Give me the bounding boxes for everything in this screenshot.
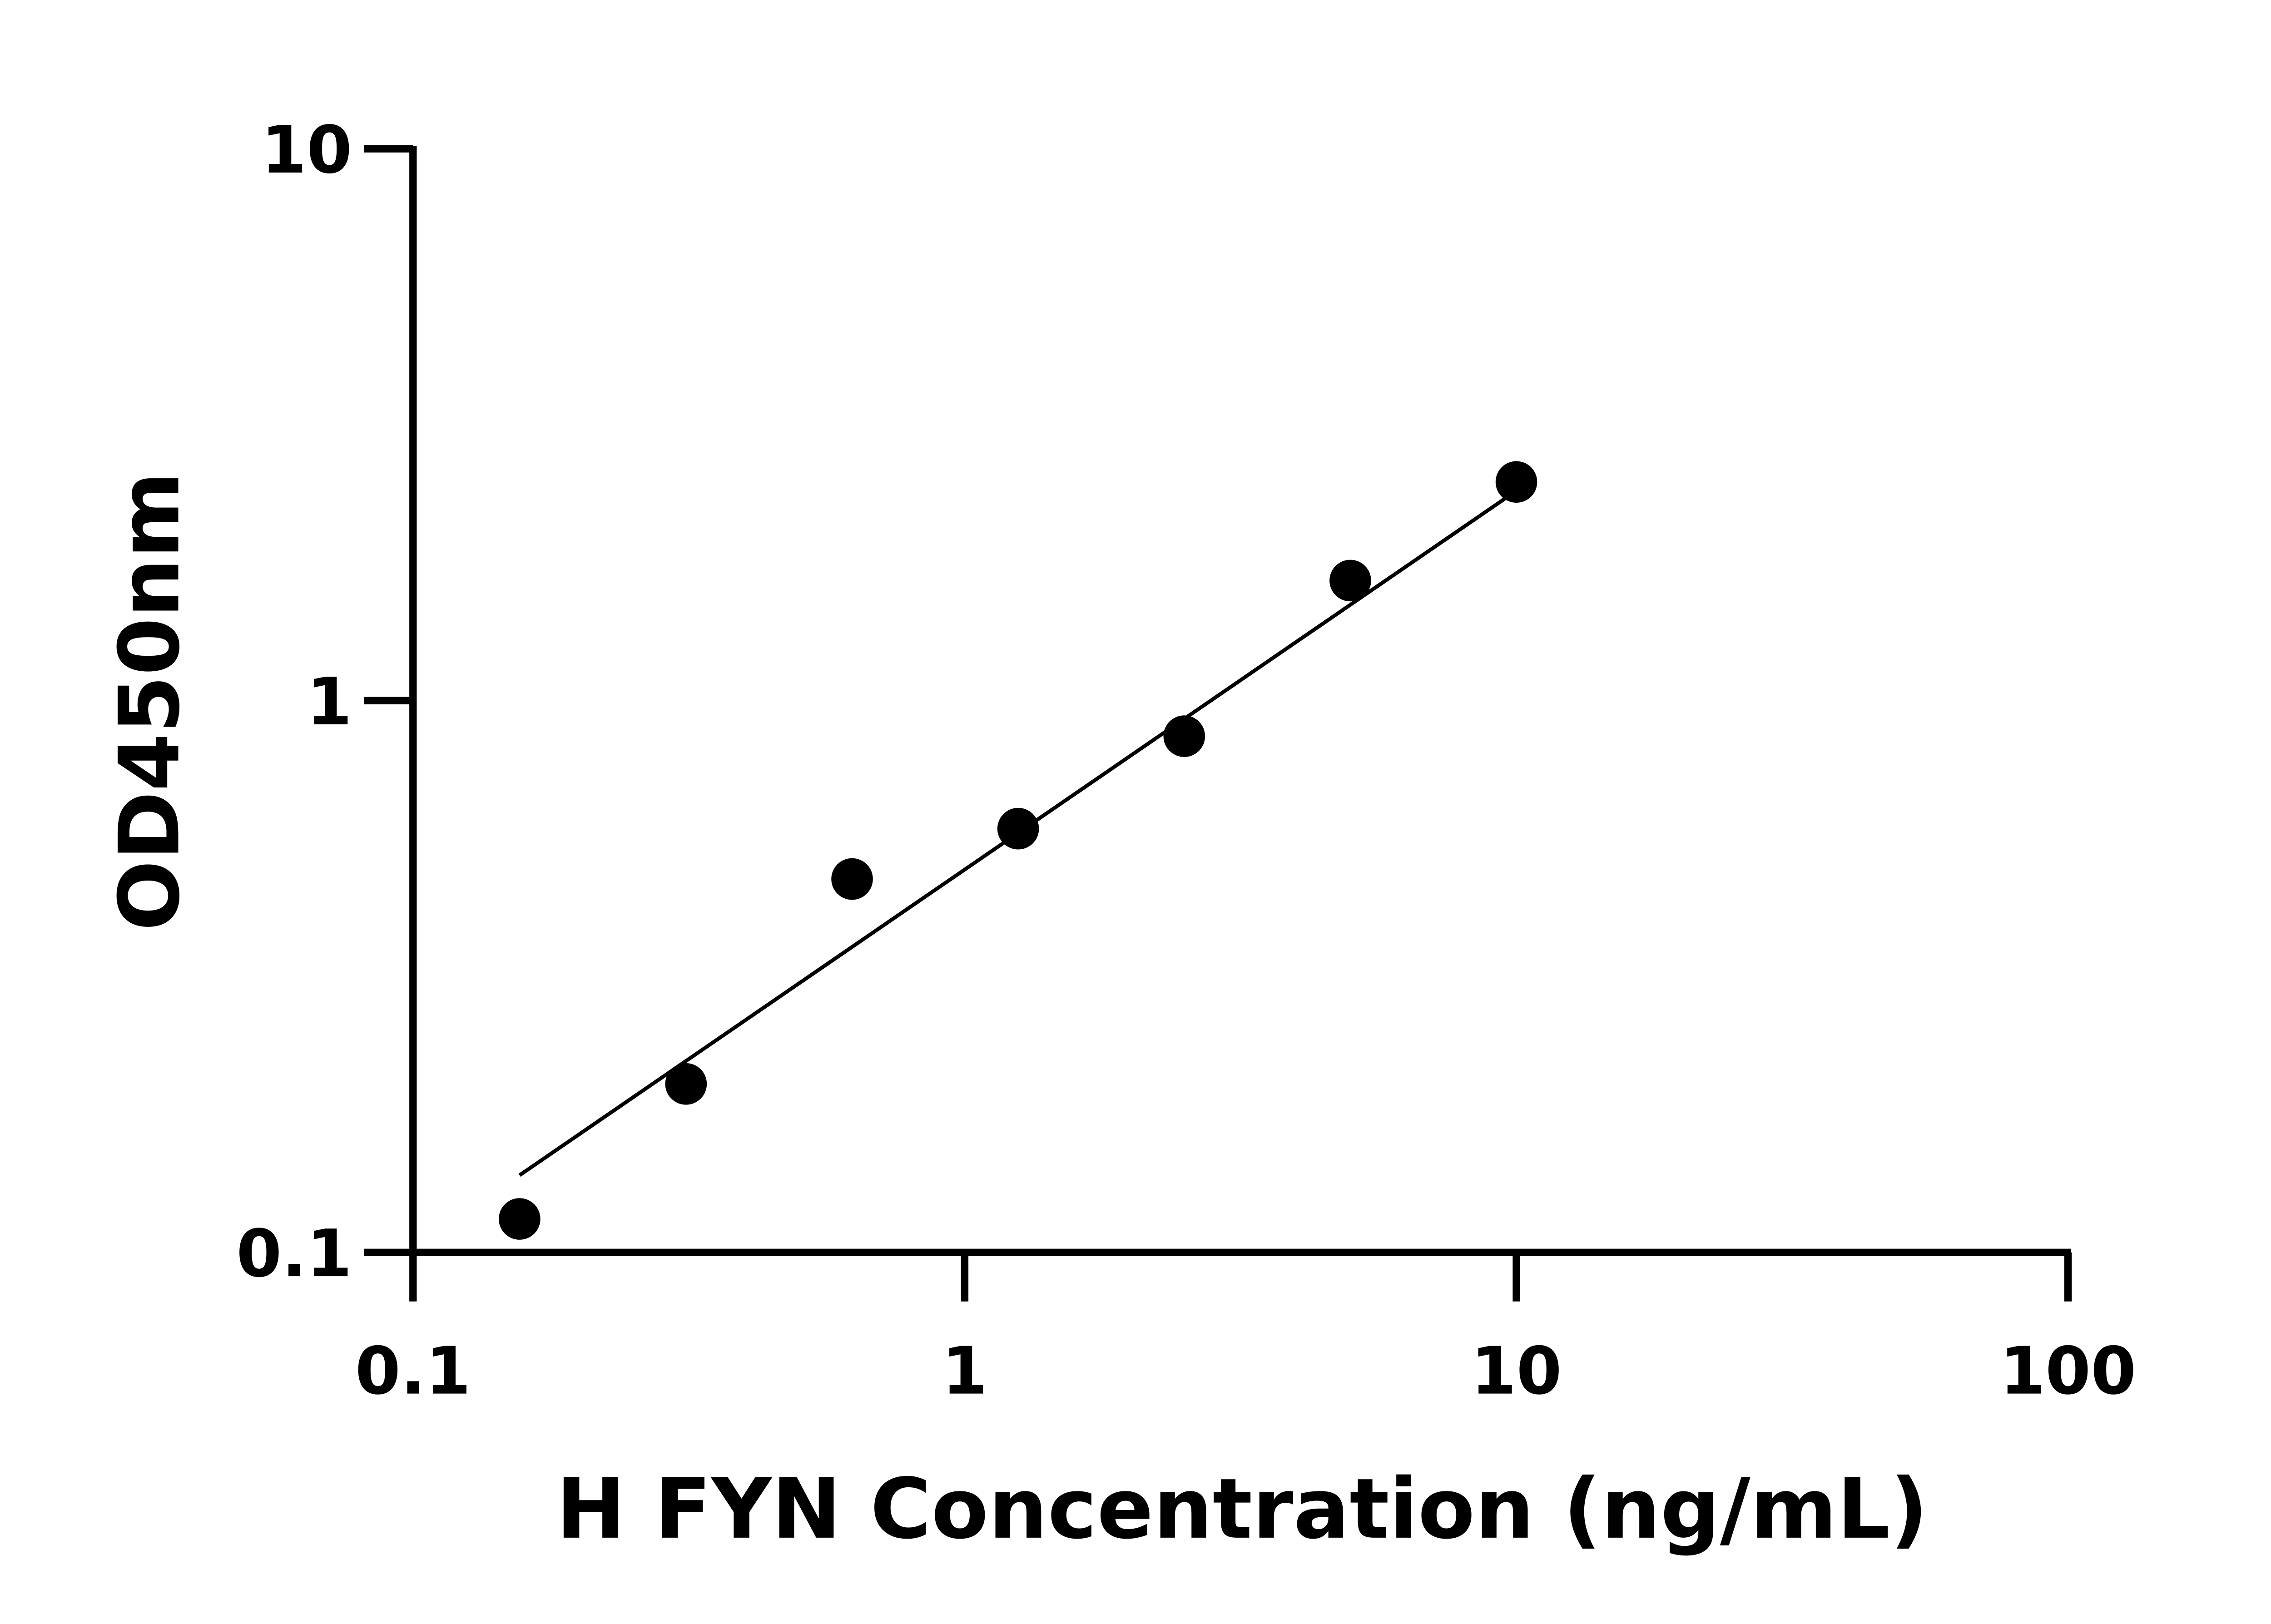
x-axis-label: H FYN Concentration (ng/mL) [556,1461,1928,1558]
data-point [1495,461,1537,503]
x-tick-label: 10 [1471,1333,1562,1409]
x-tick-label: 1 [942,1333,987,1409]
x-tick-label: 100 [2000,1333,2136,1409]
y-axis-label: OD450nm [102,472,198,931]
data-point [665,1063,707,1105]
data-point [997,807,1039,850]
y-tick-label: 1 [307,663,352,740]
axes [409,145,2071,1257]
y-tick-label: 0.1 [236,1215,352,1292]
data-point [1163,715,1205,757]
y-tick-label: 10 [261,112,352,188]
x-tick-label: 0.1 [355,1333,471,1409]
data-point [831,858,873,900]
data-point [499,1198,540,1240]
data-point [1329,559,1371,602]
